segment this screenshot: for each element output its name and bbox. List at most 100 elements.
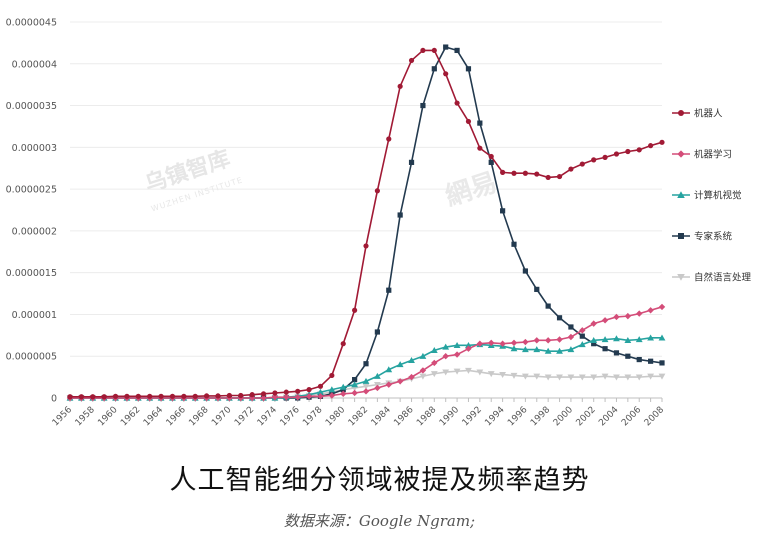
data-point <box>396 378 404 385</box>
data-point <box>317 388 324 395</box>
data-point <box>328 386 336 393</box>
legend-label: 自然语言处理 <box>694 272 752 284</box>
data-point <box>534 286 540 292</box>
y-tick-label: 0.0000005 <box>6 352 57 363</box>
y-tick-label: 0.0000015 <box>6 268 57 279</box>
data-point <box>568 166 574 172</box>
data-point <box>511 241 517 247</box>
data-point <box>556 315 563 321</box>
data-point <box>442 369 450 376</box>
x-tick-label: 1980 <box>324 405 347 428</box>
data-point <box>169 393 176 399</box>
data-point <box>408 373 415 381</box>
data-point <box>601 336 609 343</box>
data-point <box>602 346 608 352</box>
data-point <box>431 359 438 367</box>
x-tick-label: 1992 <box>461 405 484 428</box>
data-point <box>636 310 643 317</box>
data-point <box>521 373 529 380</box>
data-point <box>397 83 403 89</box>
data-point <box>271 393 279 401</box>
x-tick-label: 1982 <box>347 405 370 428</box>
data-point <box>591 341 597 347</box>
data-point <box>408 357 415 363</box>
data-point <box>465 345 472 352</box>
data-point <box>624 312 632 320</box>
data-point <box>419 352 427 359</box>
x-tick-label: 2000 <box>552 405 575 428</box>
x-tick-label: 1976 <box>279 405 302 428</box>
data-point <box>500 208 506 214</box>
data-point <box>419 373 427 380</box>
data-point <box>590 320 597 327</box>
x-tick-label: 1956 <box>51 405 74 428</box>
data-point <box>305 393 313 400</box>
legend-label: 计算机视觉 <box>694 190 742 202</box>
data-point <box>578 374 586 381</box>
data-point <box>419 367 427 374</box>
data-point <box>374 384 381 392</box>
data-point <box>544 337 552 344</box>
data-point <box>317 393 324 400</box>
legend-label: 机器学习 <box>694 149 732 161</box>
data-point <box>328 392 336 399</box>
data-point <box>624 336 632 343</box>
data-point <box>385 381 392 388</box>
data-point <box>556 336 563 343</box>
data-point <box>510 345 518 352</box>
data-point <box>67 394 73 400</box>
x-tick-label: 1978 <box>301 405 324 428</box>
data-point <box>351 381 359 388</box>
data-point <box>431 47 437 54</box>
data-point <box>476 340 484 347</box>
x-tick-label: 2002 <box>575 405 598 428</box>
data-point <box>260 394 267 402</box>
data-point <box>238 392 244 399</box>
data-point <box>147 393 153 399</box>
data-point <box>454 47 460 54</box>
data-point <box>522 170 528 176</box>
x-tick-label: 1994 <box>483 405 506 428</box>
data-point <box>658 334 666 341</box>
data-point <box>431 66 437 72</box>
data-point <box>579 327 586 334</box>
data-point <box>579 333 585 339</box>
x-tick-label: 1984 <box>370 405 393 428</box>
data-point <box>362 388 370 395</box>
data-point <box>443 44 449 50</box>
data-point <box>487 371 495 378</box>
legend-marker <box>677 150 685 158</box>
x-tick-label: 1996 <box>506 405 529 428</box>
data-point <box>511 170 517 176</box>
data-point <box>545 303 551 309</box>
data-point <box>568 324 574 330</box>
data-point <box>294 393 301 401</box>
data-point <box>363 243 369 249</box>
data-point <box>545 174 551 181</box>
data-point <box>488 339 495 347</box>
x-tick-label: 1998 <box>529 405 552 428</box>
y-tick-label: 0.000004 <box>12 59 57 70</box>
data-point <box>362 383 370 390</box>
data-point <box>329 372 335 379</box>
data-point <box>659 139 665 145</box>
data-point <box>385 366 393 373</box>
data-point <box>272 390 278 396</box>
data-point <box>476 369 484 376</box>
data-point <box>135 393 141 399</box>
x-tick-label: 1972 <box>233 405 256 428</box>
data-point <box>625 353 631 359</box>
data-point <box>533 337 540 344</box>
data-point <box>465 367 472 374</box>
series-line <box>70 49 663 398</box>
data-point <box>567 333 575 341</box>
data-point <box>647 307 654 314</box>
x-tick-label: 1964 <box>142 405 165 428</box>
data-point <box>420 47 426 54</box>
data-point <box>260 391 267 397</box>
y-tick-label: 0.0000035 <box>6 101 57 112</box>
data-point <box>648 358 654 364</box>
data-point <box>500 169 506 175</box>
y-tick-label: 0.0000045 <box>6 18 57 29</box>
data-point <box>658 303 666 311</box>
